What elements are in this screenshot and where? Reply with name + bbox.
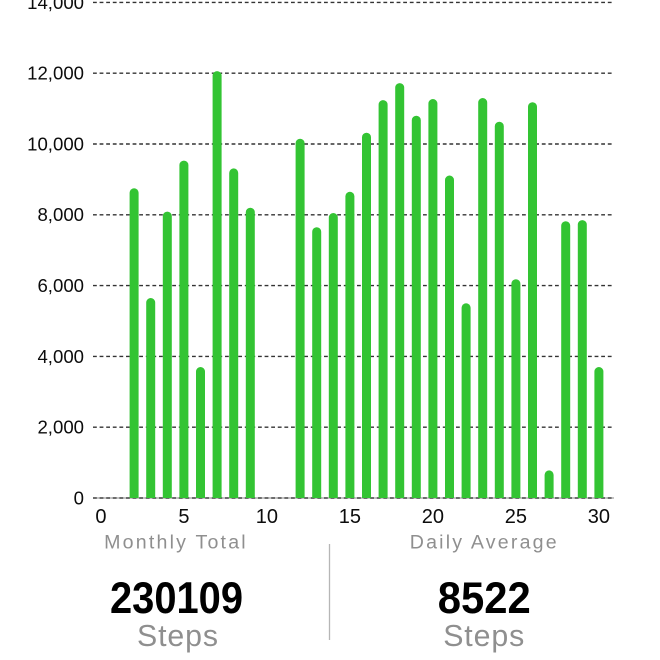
svg-text:Monthly Total: Monthly Total: [104, 532, 248, 554]
svg-text:Steps: Steps: [443, 620, 525, 653]
svg-text:25: 25: [505, 506, 527, 528]
svg-text:12,000: 12,000: [27, 63, 84, 84]
svg-text:4,000: 4,000: [37, 346, 84, 367]
svg-text:30: 30: [588, 506, 610, 528]
svg-text:10,000: 10,000: [27, 133, 84, 154]
svg-text:2,000: 2,000: [37, 417, 84, 438]
svg-text:14,000: 14,000: [27, 0, 84, 13]
svg-text:230109: 230109: [110, 574, 243, 623]
svg-text:Steps: Steps: [137, 620, 219, 653]
svg-text:15: 15: [339, 506, 361, 528]
svg-text:0: 0: [74, 487, 84, 508]
svg-text:8,000: 8,000: [37, 204, 84, 225]
svg-text:Daily Average: Daily Average: [410, 532, 559, 554]
svg-text:6,000: 6,000: [37, 275, 84, 296]
svg-text:8522: 8522: [438, 574, 531, 623]
svg-text:10: 10: [256, 506, 278, 528]
svg-text:20: 20: [422, 506, 444, 528]
svg-text:5: 5: [178, 506, 189, 528]
svg-text:0: 0: [95, 506, 106, 528]
